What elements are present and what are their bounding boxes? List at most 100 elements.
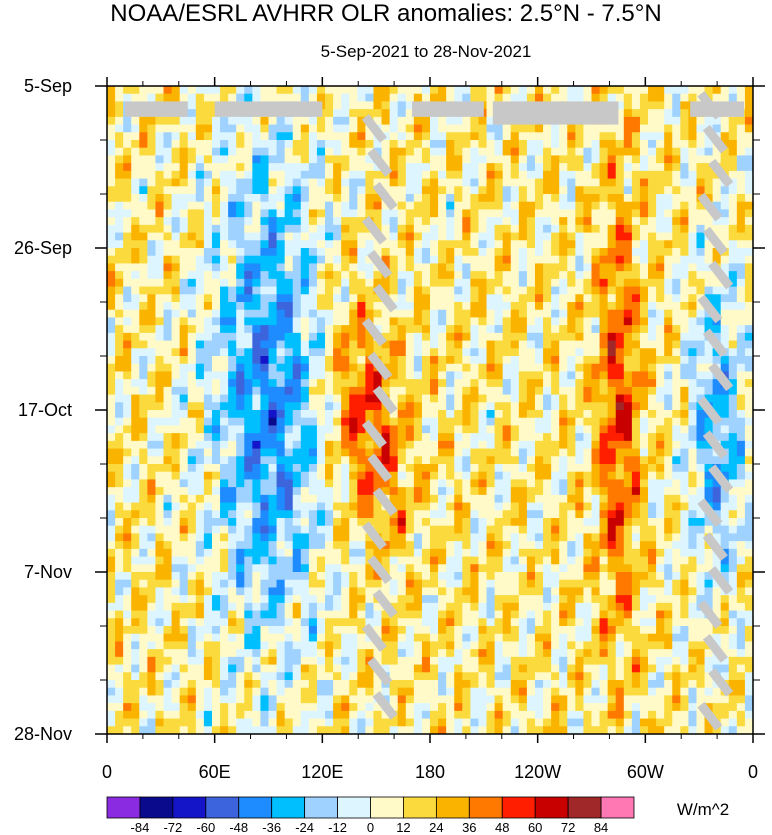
heatmap-cell	[704, 448, 714, 457]
heatmap-cell	[648, 255, 657, 265]
heatmap-cell	[518, 194, 528, 203]
heatmap-cell	[639, 386, 649, 396]
heatmap-cell	[252, 541, 262, 550]
heatmap-cell	[648, 271, 657, 280]
heatmap-cell	[430, 217, 439, 226]
heatmap-cell	[155, 116, 165, 126]
heatmap-cell	[680, 556, 689, 565]
heatmap-cell	[639, 448, 649, 457]
heatmap-cell	[171, 317, 181, 326]
heatmap-cell	[268, 464, 278, 473]
heatmap-cell	[615, 147, 625, 157]
heatmap-cell	[139, 518, 148, 527]
heatmap-cell	[316, 556, 326, 565]
heatmap-cell	[607, 402, 617, 411]
heatmap-cell	[155, 541, 165, 550]
heatmap-cell	[583, 163, 593, 172]
heatmap-cell	[220, 278, 229, 288]
heatmap-cell	[704, 163, 714, 172]
heatmap-cell	[639, 147, 649, 157]
heatmap-cell	[615, 140, 625, 149]
heatmap-cell	[300, 194, 310, 203]
heatmap-cell	[252, 464, 262, 473]
heatmap-cell	[728, 147, 738, 157]
heatmap-cell	[357, 502, 366, 511]
heatmap-cell	[591, 363, 601, 373]
heatmap-cell	[446, 163, 455, 172]
heatmap-cell	[220, 309, 229, 319]
heatmap-cell	[333, 386, 342, 396]
heatmap-cell	[131, 440, 140, 450]
heatmap-cell	[559, 278, 568, 288]
heatmap-cell	[236, 170, 245, 180]
heatmap-cell	[349, 464, 358, 473]
heatmap-cell	[244, 194, 253, 203]
heatmap-cell	[300, 124, 310, 133]
heatmap-cell	[381, 548, 391, 558]
heatmap-cell	[510, 487, 520, 496]
heatmap-cell	[308, 386, 318, 396]
heatmap-cell	[583, 448, 593, 457]
heatmap-cell	[526, 155, 536, 164]
heatmap-cell	[680, 132, 689, 141]
heatmap-cell	[446, 217, 455, 226]
heatmap-cell	[300, 255, 310, 265]
heatmap-cell	[720, 440, 730, 450]
heatmap-cell	[397, 448, 407, 457]
heatmap-cell	[664, 209, 673, 218]
heatmap-cell	[179, 132, 189, 141]
heatmap-cell	[575, 494, 585, 504]
heatmap-cell	[494, 548, 504, 558]
heatmap-cell	[147, 217, 157, 226]
heatmap-cell	[543, 224, 552, 234]
heatmap-cell	[308, 240, 318, 249]
heatmap-cell	[607, 263, 617, 272]
heatmap-cell	[300, 147, 310, 157]
heatmap-cell	[430, 155, 439, 164]
heatmap-cell	[526, 502, 536, 511]
heatmap-cell	[421, 178, 431, 187]
heatmap-cell	[502, 394, 512, 403]
heatmap-cell	[276, 132, 286, 141]
heatmap-cell	[736, 510, 746, 519]
heatmap-cell	[575, 147, 585, 157]
heatmap-cell	[502, 402, 512, 411]
heatmap-cell	[502, 147, 512, 157]
heatmap-cell	[405, 278, 415, 288]
heatmap-cell	[583, 309, 593, 319]
heatmap-cell	[107, 417, 116, 427]
heatmap-cell	[430, 464, 439, 473]
heatmap-cell	[244, 178, 253, 187]
heatmap-cell	[123, 178, 132, 187]
heatmap-cell	[123, 201, 132, 211]
heatmap-cell	[252, 278, 262, 288]
heatmap-cell	[494, 379, 504, 388]
heatmap-cell	[413, 386, 423, 396]
heatmap-cell	[115, 448, 124, 457]
heatmap-cell	[244, 170, 253, 180]
heatmap-cell	[260, 356, 270, 365]
heatmap-cell	[639, 379, 649, 388]
heatmap-cell	[300, 201, 310, 211]
heatmap-cell	[236, 224, 245, 234]
heatmap-cell	[252, 564, 262, 573]
heatmap-cell	[244, 232, 253, 241]
heatmap-cell	[228, 356, 237, 365]
heatmap-cell	[357, 348, 366, 357]
heatmap-cell	[510, 248, 520, 257]
heatmap-cell	[292, 379, 302, 388]
heatmap-cell	[696, 248, 706, 257]
heatmap-cell	[486, 510, 496, 519]
heatmap-cell	[260, 248, 270, 257]
heatmap-cell	[567, 317, 576, 326]
heatmap-cell	[680, 433, 689, 442]
heatmap-cell	[567, 271, 576, 280]
heatmap-cell	[187, 433, 197, 442]
heatmap-cell	[486, 224, 496, 234]
heatmap-cell	[292, 564, 302, 573]
heatmap-cell	[736, 132, 746, 141]
heatmap-cell	[518, 402, 528, 411]
heatmap-cell	[470, 433, 480, 442]
heatmap-cell	[696, 240, 706, 249]
heatmap-cell	[438, 263, 447, 272]
